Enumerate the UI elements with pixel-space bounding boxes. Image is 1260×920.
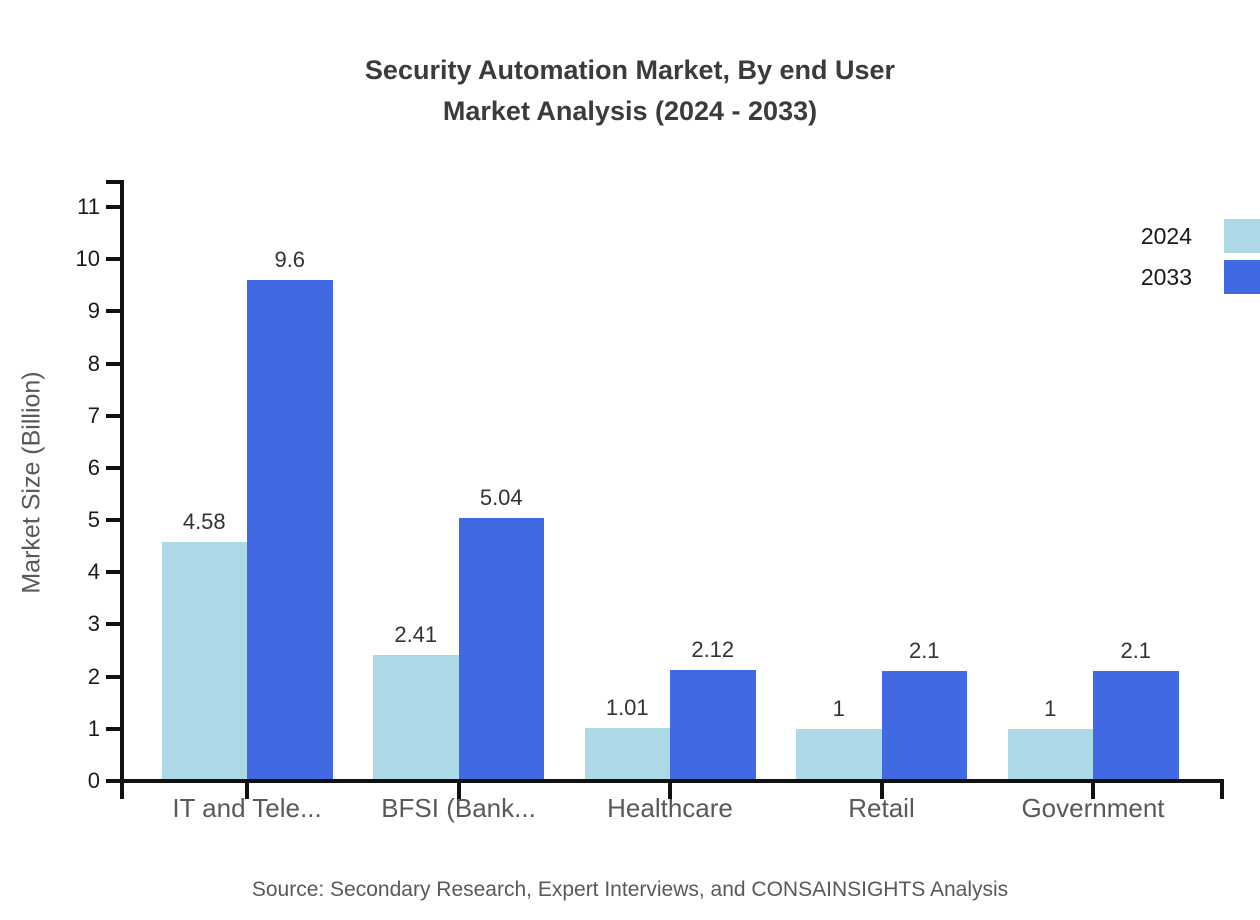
legend-swatch-2033 [1224,260,1260,294]
x-tick [456,779,461,799]
y-tick-label: 0 [87,768,100,793]
x-tick [245,779,249,799]
bar-value-label: 2.1 [1120,638,1152,664]
legend-item-2024: 2024 [1141,219,1260,253]
bar-2033 [247,280,333,781]
bar-value-label: 1 [1044,695,1057,721]
bar-value-label: 9.6 [274,247,306,273]
y-tick-label: 8 [87,350,100,376]
y-tick [106,674,120,679]
x-axis-origin-tick [120,779,124,799]
bar-2033 [881,671,967,781]
y-tick [106,361,120,366]
y-tick-label: 3 [87,611,100,637]
bar-2024 [796,728,882,781]
bar-2033 [458,518,544,781]
chart-title: Security Automation Market, By end User … [0,50,1260,132]
x-tick [879,779,884,799]
y-tick-label: 6 [87,454,100,480]
bar-value-label: 2.12 [691,637,735,663]
y-tick-label: 7 [87,402,100,428]
bar-2024 [373,655,459,781]
bar-value-label: 2.1 [908,638,940,664]
y-tick [106,779,120,783]
y-tick [106,309,120,314]
bar-2033 [1093,671,1179,781]
legend-item-2033: 2033 [1141,260,1260,294]
legend: 2024 2033 [1141,219,1260,301]
x-tick [668,779,672,799]
y-tick-label: 9 [87,298,100,324]
y-tick [106,465,120,470]
chart-title-line1: Security Automation Market, By end User [364,55,896,85]
bar-value-label: 5.04 [479,485,523,510]
y-tick [106,518,120,523]
legend-label: 2024 [1140,222,1192,249]
y-tick [106,570,120,575]
y-tick-label: 1 [87,715,100,741]
bar-value-label: 1 [832,695,845,721]
y-tick-label: 4 [87,559,100,585]
y-tick-label: 5 [87,507,100,533]
y-tick [106,413,120,418]
bar-2024 [161,542,247,781]
y-tick [106,622,120,627]
source-note: Source: Secondary Research, Expert Inter… [251,878,1009,901]
x-axis [120,779,1224,783]
y-tick [106,205,120,210]
legend-label: 2033 [1140,263,1192,290]
y-tick [106,726,120,731]
y-tick [106,257,120,262]
bar-value-label: 2.41 [394,622,438,648]
bar-value-label: 4.58 [182,509,226,534]
legend-swatch-2024 [1224,219,1260,253]
y-tick-label: 10 [75,246,100,272]
bar-2024 [584,728,670,781]
bar-2024 [1007,728,1093,781]
bar-value-label: 1.01 [605,695,649,721]
y-axis-cap-tick [106,180,120,184]
y-axis [120,180,124,783]
y-tick-label: 2 [87,663,100,689]
chart-title-line2: Market Analysis (2024 - 2033) [442,96,818,126]
bar-2033 [670,670,756,781]
y-tick-label: 11 [77,194,100,220]
x-tick [1091,779,1095,799]
x-axis-end-tick [1220,779,1224,799]
